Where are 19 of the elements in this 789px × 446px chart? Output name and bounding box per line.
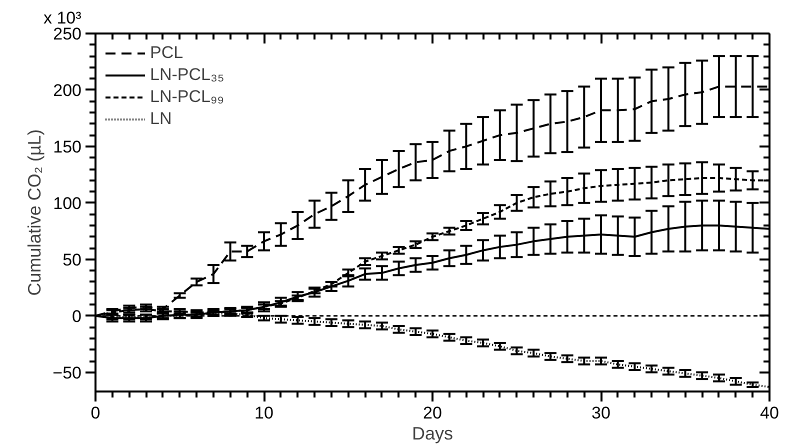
x-axis-title: Days — [412, 424, 454, 444]
y-tick-label: 50 — [62, 250, 82, 270]
legend-label: PCL — [150, 43, 184, 63]
x-tick-label: 0 — [90, 404, 100, 422]
y-axis-title: Cumulative CO₂ (µL) — [24, 129, 45, 296]
legend-label: LN-PCL₉₉ — [150, 87, 224, 107]
y-tick-label: 150 — [53, 137, 82, 156]
text: x 10³ — [44, 8, 82, 28]
legend-label: LN — [150, 109, 172, 129]
y-tick-label: 100 — [53, 194, 82, 213]
x-tick-label: 30 — [592, 404, 610, 422]
legend-label: LN-PCL₃₅ — [150, 65, 224, 85]
x-tick-label: 20 — [423, 404, 442, 422]
y-tick-label: 0 — [72, 306, 82, 326]
x-tick-label: 10 — [254, 404, 274, 422]
y-tick-label: −50 — [52, 363, 82, 382]
x-tick-label: 40 — [760, 404, 779, 422]
y-tick-label: 200 — [53, 80, 82, 100]
y-tick-label: 250 — [53, 24, 82, 44]
